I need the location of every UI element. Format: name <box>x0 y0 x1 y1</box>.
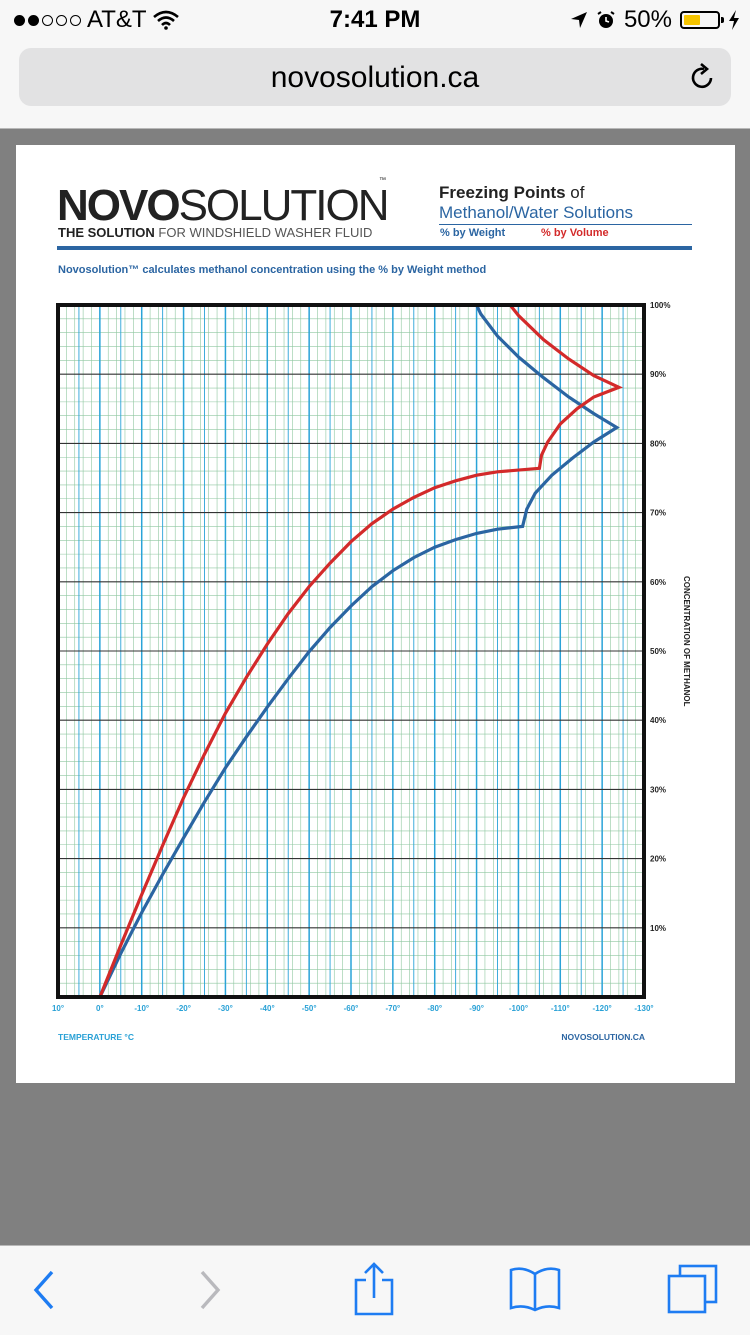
x-tick-label: -30° <box>218 1004 233 1013</box>
battery-percent: 50% <box>623 6 672 33</box>
y-tick-label: 100% <box>650 301 670 310</box>
y-tick-label: 50% <box>650 647 666 656</box>
x-tick-label: 0° <box>96 1004 104 1013</box>
x-tick-label: -80° <box>427 1004 442 1013</box>
chart-document: NOVOSOLUTION ™ THE SOLUTION FOR WINDSHIE… <box>16 145 735 1083</box>
footer-url: NOVOSOLUTION.CA <box>561 1032 645 1042</box>
browser-address-area: novosolution.ca <box>0 40 750 129</box>
signal-strength-icon <box>14 14 81 26</box>
logo-trademark: ™ <box>379 177 386 184</box>
bookmarks-icon[interactable] <box>508 1266 562 1312</box>
signal-carrier: AT&T <box>14 6 179 34</box>
y-tick-label: 40% <box>650 716 666 725</box>
y-tick-label: 90% <box>650 370 666 379</box>
method-note: Novosolution™ calculates methanol concen… <box>58 264 487 276</box>
location-arrow-icon <box>570 12 587 28</box>
forward-icon[interactable] <box>196 1268 224 1312</box>
clock: 7:41 PM <box>329 6 421 33</box>
address-bar[interactable]: novosolution.ca <box>19 48 731 106</box>
charging-bolt-icon <box>729 10 739 30</box>
novosolution-logo: NOVOSOLUTION ™ <box>57 177 397 241</box>
x-tick-label: -50° <box>302 1004 317 1013</box>
tabs-icon[interactable] <box>666 1264 720 1314</box>
x-tick-label: -40° <box>260 1004 275 1013</box>
logo-wordmark: NOVOSOLUTION <box>57 181 390 230</box>
browser-toolbar <box>0 1245 750 1335</box>
x-tick-label: -10° <box>134 1004 149 1013</box>
x-tick-label: -120° <box>593 1004 612 1013</box>
battery-icon <box>680 11 724 29</box>
x-tick-label: 10° <box>52 1004 64 1013</box>
status-bar: AT&T 7:41 PM 50% <box>0 0 750 40</box>
x-tick-label: -130° <box>634 1004 653 1013</box>
wifi-icon <box>152 10 179 30</box>
carrier-label: AT&T <box>87 6 147 33</box>
y-tick-label: 80% <box>650 439 666 448</box>
freezing-point-chart: 10° 0° -10° -20° -30° -40° -50° -60° -70° -80° -90… <box>52 301 691 1042</box>
title-bold: Freezing Points <box>439 183 566 202</box>
x-tick-label: -90° <box>469 1004 484 1013</box>
url-text[interactable]: novosolution.ca <box>270 61 480 94</box>
y-axis-label: CONCENTRATION OF METHANOL <box>682 576 691 707</box>
y-tick-label: 10% <box>650 924 666 933</box>
y-tick-label: 30% <box>650 785 666 794</box>
legend-volume: % by Volume <box>541 227 609 239</box>
back-icon[interactable] <box>30 1268 58 1312</box>
chart-legend: % by Weight % by Volume <box>440 227 693 239</box>
x-tick-label: -100° <box>509 1004 528 1013</box>
header-divider <box>57 246 692 250</box>
x-tick-label: -110° <box>551 1004 570 1013</box>
x-tick-label: -20° <box>176 1004 191 1013</box>
legend-weight: % by Weight <box>440 227 506 239</box>
logo-wordmark-light: SOLUTION <box>178 181 390 230</box>
y-tick-label: 70% <box>650 509 666 518</box>
x-axis-label: TEMPERATURE °C <box>58 1032 134 1042</box>
y-tick-label: 20% <box>650 855 666 864</box>
reload-icon[interactable] <box>689 61 717 91</box>
logo-tagline: THE SOLUTION FOR WINDSHIELD WASHER FLUID <box>58 225 373 240</box>
chart-title: Freezing Points of Methanol/Water Soluti… <box>439 183 692 225</box>
plot-frame <box>56 303 646 999</box>
title-rest: of <box>565 183 585 202</box>
title-line-2: Methanol/Water Solutions <box>439 203 634 222</box>
x-tick-label: -60° <box>344 1004 359 1013</box>
series-line-volume <box>98 304 623 998</box>
share-icon[interactable] <box>353 1262 395 1316</box>
y-tick-label: 60% <box>650 578 666 587</box>
alarm-clock-icon <box>597 11 615 28</box>
x-tick-label: -70° <box>385 1004 400 1013</box>
